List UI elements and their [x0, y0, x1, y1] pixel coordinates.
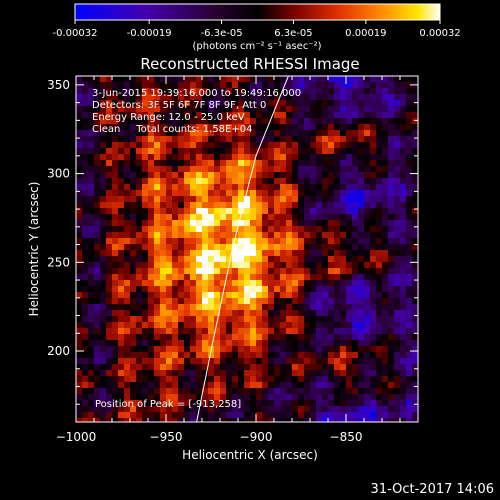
colorbar	[74, 3, 441, 21]
y-axis: 200 250 300 350	[47, 78, 418, 405]
heatmap-image	[76, 76, 418, 422]
colorbar-tick-label: -0.00032	[53, 28, 98, 39]
x-axis-label: Heliocentric X (arcsec)	[182, 448, 318, 462]
x-axis: −1000 −950 −900 −850	[56, 76, 401, 444]
colorbar-tick-label: 6.3e-05	[274, 28, 312, 39]
y-tick-label: 250	[47, 255, 70, 269]
solar-limb-line	[196, 76, 289, 422]
x-tick-label: −1000	[56, 430, 97, 444]
annotation-detectors: Detectors: 3F 5F 6F 7F 8F 9F, Att 0	[92, 100, 266, 111]
peak-position-label: Position of Peak = [-913,258]	[95, 399, 241, 410]
y-tick-label: 200	[47, 344, 70, 358]
y-axis-label: Heliocentric Y (arcsec)	[27, 182, 41, 317]
colorbar-unit-label: (photons cm⁻² s⁻¹ asec⁻²)	[192, 41, 321, 52]
annotation-energy-range: Energy Range: 12.0 - 25.0 keV	[92, 112, 245, 123]
y-tick-label: 300	[47, 167, 70, 181]
footer-date: 31-Oct-2017 14:06	[370, 482, 494, 497]
chart-title: Reconstructed RHESSI Image	[140, 55, 359, 73]
x-tick-label: −850	[330, 430, 363, 444]
y-tick-label: 350	[47, 78, 70, 92]
colorbar-tick-label: -0.00019	[127, 28, 172, 39]
x-tick-label: −900	[240, 430, 273, 444]
colorbar-tick-label: 0.00032	[419, 28, 460, 39]
x-tick-label: −950	[150, 430, 183, 444]
colorbar-tick-label: 0.00019	[345, 28, 386, 39]
colorbar-tick-label: -6.3e-05	[201, 28, 243, 39]
plot-frame	[75, 75, 419, 423]
annotation-clean-counts: Clean Total counts: 1.58E+04	[92, 124, 252, 135]
colorbar-ticks: -0.00032 -0.00019 -6.3e-05 6.3e-05 0.00019 0.…	[53, 20, 461, 39]
annotation-time-range: 3-Jun-2015 19:39:16.000 to 19:49:16.000	[92, 88, 301, 99]
